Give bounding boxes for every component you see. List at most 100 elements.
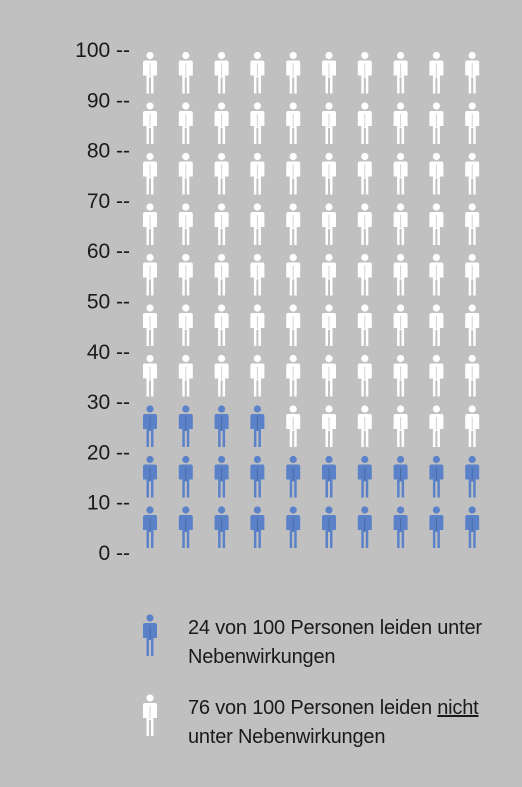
person-icon-unaffected [286,253,301,296]
person-icon-affected [286,455,301,498]
person-icon-unaffected [429,203,444,245]
person-icon-unaffected [429,51,444,94]
person-icon-unaffected [178,152,193,195]
person-icon-unaffected [143,354,157,397]
person-icon-affected [393,506,408,548]
person-icon-unaffected [143,102,157,144]
person-icon-affected [465,506,480,548]
person-icon-unaffected [429,102,444,144]
person-icon-unaffected [250,102,265,144]
person-icon-unaffected [322,253,336,296]
legend-item-affected: 24 von 100 Personen leiden unter Nebenwi… [140,614,508,672]
person-icon-unaffected [357,304,372,346]
person-icon-unaffected [322,405,336,447]
person-icon-unaffected [465,203,480,245]
person-icon-unaffected [286,152,301,195]
legend-unaffected-emphasis: nicht [437,697,479,719]
person-icon-unaffected [322,102,336,144]
person-icon-unaffected [393,51,408,94]
person-icon-unaffected [465,51,480,94]
person-icon-unaffected [214,102,229,144]
person-icon-unaffected [178,203,193,245]
person-icon-affected [465,455,480,498]
person-icon-unaffected [286,354,301,397]
person-icon-affected [429,455,444,498]
person-icon-unaffected [393,253,408,296]
person-icon-unaffected [214,354,229,397]
y-tick-label: 20 -- [87,441,130,464]
person-icon-unaffected [286,405,301,447]
person-icon-unaffected [322,152,336,195]
person-icon-unaffected [214,304,229,346]
person-icon-unaffected [393,203,408,245]
person-icon-white [143,694,157,736]
person-icon-unaffected [286,51,301,94]
person-icon-affected [178,405,193,447]
person-icon-affected [214,455,229,498]
person-icon-unaffected [465,102,480,144]
person-icon-unaffected [143,203,157,245]
person-icon-unaffected [429,253,444,296]
person-icon-unaffected [393,152,408,195]
person-icon-unaffected [250,152,265,195]
person-icon-unaffected [393,304,408,346]
y-tick-label: 70 -- [87,190,130,213]
legend-unaffected-text-line2: unter Nebenwirkungen [188,726,386,748]
person-icon-unaffected [178,354,193,397]
figure-grid [143,51,480,548]
y-tick-label: 60 -- [87,240,130,263]
y-axis-ticks: 100 -- 90 -- 80 -- 70 -- 60 -- 50 -- 40 -- 30 -… [75,39,130,565]
person-icon-unaffected [429,354,444,397]
person-icon-affected [429,506,444,548]
person-icon-unaffected [286,203,301,245]
person-icon-unaffected [465,304,480,346]
y-tick-label: 40 -- [87,341,130,364]
person-icon-unaffected [322,354,336,397]
person-icon-unaffected [143,304,157,346]
person-icon-unaffected [214,152,229,195]
person-icon-affected [143,405,157,447]
y-tick-label: 100 -- [75,39,130,62]
person-icon-unaffected [465,354,480,397]
person-icon-unaffected [393,354,408,397]
legend-item-unaffected: 76 von 100 Personen leiden nicht unter N… [140,694,508,752]
person-icon-unaffected [322,304,336,346]
legend-affected-text-line2: Nebenwirkungen [188,646,336,668]
person-icon-unaffected [143,51,157,94]
legend-unaffected-text: 76 von 100 Personen leiden [188,697,438,719]
person-icon-unaffected [214,51,229,94]
person-icon-affected [322,506,336,548]
person-icon-unaffected [465,253,480,296]
person-icon-unaffected [250,51,265,94]
person-icon-affected [322,455,336,498]
person-icon-affected [250,455,265,498]
person-icon-unaffected [214,203,229,245]
person-icon-unaffected [250,253,265,296]
person-icon-affected [393,455,408,498]
person-icon-unaffected [357,51,372,94]
person-icon-affected [357,455,372,498]
person-icon-unaffected [178,51,193,94]
person-icon-unaffected [178,253,193,296]
person-icon-affected [250,506,265,548]
person-icon-affected [214,405,229,447]
y-tick-label: 10 -- [87,492,130,515]
person-icon-unaffected [429,405,444,447]
person-icon-unaffected [143,152,157,195]
person-icon-affected [357,506,372,548]
person-icon-unaffected [357,253,372,296]
person-icon-unaffected [250,304,265,346]
person-icon-unaffected [286,304,301,346]
person-icon-unaffected [322,51,336,94]
person-icon-unaffected [178,102,193,144]
person-icon-unaffected [357,152,372,195]
person-icon-affected [286,506,301,548]
person-icon-unaffected [429,152,444,195]
person-icon-affected [214,506,229,548]
pictograph-chart: 100 -- 90 -- 80 -- 70 -- 60 -- 50 -- 40 -- 30 -… [75,39,480,565]
y-tick-label: 0 -- [99,542,131,565]
person-icon-unaffected [214,253,229,296]
person-icon-unaffected [393,405,408,447]
person-icon-affected [178,506,193,548]
y-tick-label: 30 -- [87,391,130,414]
